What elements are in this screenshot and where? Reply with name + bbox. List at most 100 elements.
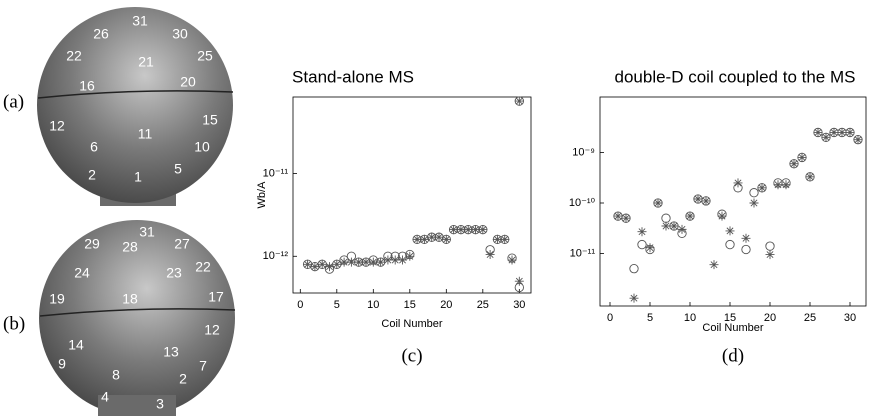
coil-number: 4 bbox=[101, 389, 109, 405]
coil-number: 2 bbox=[179, 371, 187, 387]
x-tick-label: 30 bbox=[513, 299, 525, 311]
marker-circle bbox=[765, 241, 775, 251]
marker-asterisk bbox=[717, 211, 727, 221]
coil-number: 1 bbox=[134, 169, 142, 185]
coil-number: 18 bbox=[122, 291, 138, 307]
coil-number: 22 bbox=[195, 259, 211, 275]
marker-asterisk bbox=[463, 225, 473, 235]
x-tick-label: 5 bbox=[647, 312, 653, 324]
marker-asterisk bbox=[621, 213, 631, 223]
coil-number: 26 bbox=[93, 26, 109, 42]
y-tick-label: 10⁻¹¹ bbox=[570, 247, 596, 259]
coil-number: 11 bbox=[138, 126, 153, 142]
x-tick-label: 10 bbox=[367, 299, 379, 311]
marker-asterisk bbox=[629, 293, 639, 303]
marker-asterisk bbox=[514, 276, 524, 286]
marker-asterisk bbox=[685, 211, 695, 221]
marker-asterisk bbox=[383, 255, 393, 265]
x-axis-label: Coil Number bbox=[702, 322, 763, 334]
coil-number: 23 bbox=[166, 265, 182, 281]
x-tick-label: 20 bbox=[440, 299, 452, 311]
marker-asterisk bbox=[725, 226, 735, 236]
coil-number: 6 bbox=[90, 139, 98, 155]
marker-circle bbox=[749, 188, 759, 198]
coil-number: 21 bbox=[138, 54, 154, 70]
coil-number: 10 bbox=[194, 139, 210, 155]
marker-asterisk bbox=[405, 251, 415, 261]
marker-asterisk bbox=[310, 262, 320, 272]
marker-asterisk bbox=[653, 198, 663, 208]
chart-title: double-D coil coupled to the MS bbox=[615, 67, 856, 86]
marker-asterisk bbox=[813, 127, 823, 137]
marker-asterisk bbox=[471, 225, 481, 235]
marker-asterisk bbox=[317, 259, 327, 269]
marker-asterisk bbox=[677, 224, 687, 234]
x-tick-label: 15 bbox=[724, 312, 736, 324]
marker-asterisk bbox=[427, 232, 437, 242]
coil-number: 14 bbox=[68, 337, 84, 353]
marker-asterisk bbox=[765, 250, 775, 260]
marker-asterisk bbox=[412, 234, 422, 244]
panel-caption: (c) bbox=[401, 345, 422, 366]
chart-title: Stand-alone MS bbox=[292, 67, 414, 86]
marker-asterisk bbox=[500, 234, 510, 244]
marker-asterisk bbox=[449, 225, 459, 235]
coil-number: 12 bbox=[49, 118, 65, 134]
x-tick-label: 25 bbox=[804, 312, 816, 324]
plot-frame bbox=[292, 96, 532, 294]
x-tick-label: 20 bbox=[764, 312, 776, 324]
marker-asterisk bbox=[398, 255, 408, 265]
coil-number: 3 bbox=[156, 396, 164, 412]
marker-asterisk bbox=[797, 152, 807, 162]
x-axis-label: Coil Number bbox=[381, 318, 442, 330]
photo-a bbox=[37, 7, 234, 206]
marker-asterisk bbox=[339, 257, 349, 267]
coil-number: 28 bbox=[122, 239, 138, 255]
marker-asterisk bbox=[434, 232, 444, 242]
coil-number: 12 bbox=[204, 322, 220, 338]
coil-number: 30 bbox=[172, 26, 188, 42]
y-axis-label: Wb/A bbox=[256, 181, 268, 209]
marker-asterisk bbox=[361, 257, 371, 267]
coil-number: 9 bbox=[58, 356, 66, 372]
marker-circle bbox=[629, 264, 639, 274]
coil-number: 5 bbox=[174, 161, 182, 177]
coil-number: 29 bbox=[84, 236, 100, 252]
x-tick-label: 5 bbox=[334, 299, 340, 311]
marker-asterisk bbox=[821, 132, 831, 142]
marker-asterisk bbox=[701, 196, 711, 206]
marker-asterisk bbox=[332, 259, 342, 269]
marker-asterisk bbox=[376, 257, 386, 267]
marker-asterisk bbox=[303, 259, 313, 269]
marker-asterisk bbox=[478, 225, 488, 235]
marker-asterisk bbox=[693, 194, 703, 204]
coil-number: 31 bbox=[132, 13, 148, 29]
panel-caption: (d) bbox=[722, 345, 744, 366]
marker-asterisk bbox=[325, 262, 335, 272]
y-tick-label: 10⁻¹² bbox=[263, 250, 289, 262]
marker-asterisk bbox=[645, 243, 655, 253]
x-tick-label: 0 bbox=[297, 299, 303, 311]
marker-asterisk bbox=[661, 221, 671, 231]
x-tick-label: 10 bbox=[684, 312, 696, 324]
marker-asterisk bbox=[733, 178, 743, 188]
plot-frame bbox=[599, 96, 867, 307]
y-tick-label: 10⁻¹¹ bbox=[263, 167, 289, 179]
x-tick-label: 0 bbox=[607, 312, 613, 324]
coil-number: 17 bbox=[208, 289, 224, 305]
marker-asterisk bbox=[419, 234, 429, 244]
marker-asterisk bbox=[485, 250, 495, 260]
marker-asterisk bbox=[853, 135, 863, 145]
marker-asterisk bbox=[741, 233, 751, 243]
y-tick-label: 10⁻⁹ bbox=[572, 146, 595, 158]
marker-asterisk bbox=[749, 198, 759, 208]
marker-circle bbox=[741, 244, 751, 255]
marker-asterisk bbox=[789, 159, 799, 169]
marker-asterisk bbox=[514, 96, 524, 106]
coil-number: 24 bbox=[74, 265, 90, 281]
marker-asterisk bbox=[456, 225, 466, 235]
coil-number: 31 bbox=[139, 224, 155, 240]
marker-asterisk bbox=[346, 257, 356, 267]
marker-asterisk bbox=[492, 234, 502, 244]
